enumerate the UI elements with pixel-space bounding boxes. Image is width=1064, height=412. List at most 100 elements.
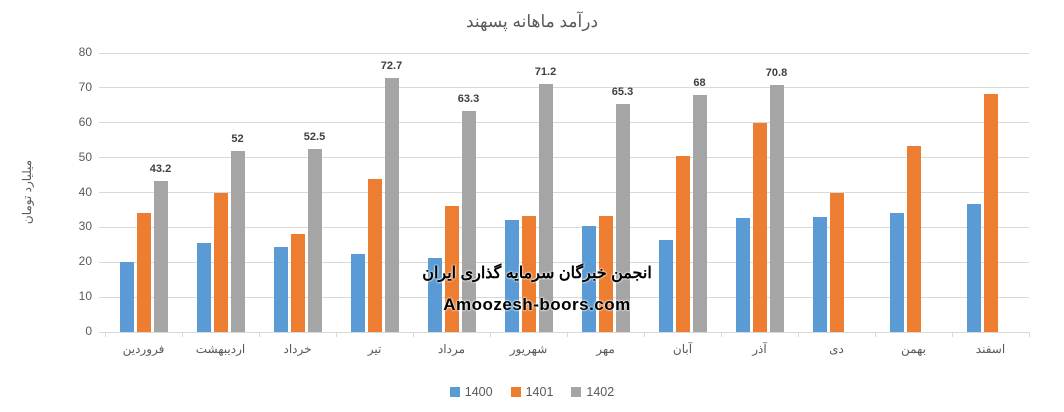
x-tick-mark xyxy=(1029,332,1030,337)
x-tick-mark xyxy=(721,332,722,337)
watermark-site-url: Amoozesh-boors.com xyxy=(443,295,631,314)
bar-1401-مرداد[interactable] xyxy=(444,206,459,332)
y-tick-label-20: 20 xyxy=(78,254,92,269)
bar-1400-تیر[interactable] xyxy=(350,254,365,332)
legend-label-1402: 1402 xyxy=(586,385,615,399)
x-label-دی: دی xyxy=(829,342,844,356)
gridline-y-70 xyxy=(105,87,1029,89)
chart-legend: 1400 1401 1402 xyxy=(0,385,1064,399)
x-label-تیر: تیر xyxy=(367,342,382,356)
x-label-آذر: آذر xyxy=(752,342,767,356)
bar-1400-خرداد[interactable] xyxy=(273,246,288,332)
bar-1402-آبان[interactable] xyxy=(692,94,707,332)
x-tick-mark xyxy=(952,332,953,337)
data-label-1402-آذر: 70.8 xyxy=(765,67,788,80)
x-label-اسفند: اسفند xyxy=(975,342,1006,356)
y-tick-mark xyxy=(99,226,105,228)
bar-1401-اردیبهشت[interactable] xyxy=(213,192,228,332)
data-label-1402-شهریور: 71.2 xyxy=(534,65,557,78)
bar-1401-شهریور[interactable] xyxy=(521,216,536,332)
x-tick-mark xyxy=(875,332,876,337)
x-label-اردیبهشت: اردیبهشت xyxy=(195,342,246,356)
bar-1400-بهمن[interactable] xyxy=(889,213,904,332)
y-tick-label-40: 40 xyxy=(78,184,92,199)
gridline-y-60 xyxy=(105,122,1029,124)
x-tick-mark xyxy=(259,332,260,337)
bar-1402-شهریور[interactable] xyxy=(538,83,553,332)
y-tick-mark xyxy=(99,157,105,159)
bar-1402-فروردین[interactable] xyxy=(153,181,168,332)
y-tick-mark xyxy=(99,87,105,89)
legend-swatch-1401 xyxy=(510,387,521,397)
x-label-فروردین: فروردین xyxy=(122,342,165,356)
gridline-y-50 xyxy=(105,157,1029,159)
gridline-y-30 xyxy=(105,226,1029,228)
bar-1401-اسفند[interactable] xyxy=(983,94,998,332)
bar-1402-تیر[interactable] xyxy=(384,78,399,332)
data-label-1402-خرداد: 52.5 xyxy=(303,130,326,143)
bar-1402-آذر[interactable] xyxy=(769,85,784,332)
x-label-بهمن: بهمن xyxy=(901,342,926,356)
gridline-y-40 xyxy=(105,192,1029,193)
chart-title: درآمد ماهانه پسهند xyxy=(465,12,599,31)
x-label-خرداد: خرداد xyxy=(283,342,312,356)
bar-1401-فروردین[interactable] xyxy=(136,213,151,332)
y-tick-label-50: 50 xyxy=(78,149,92,164)
y-tick-mark xyxy=(99,261,105,263)
x-tick-mark xyxy=(182,332,183,337)
bar-1400-شهریور[interactable] xyxy=(504,220,519,332)
x-tick-mark xyxy=(490,332,491,337)
legend-item-1401[interactable]: 1401 xyxy=(510,385,554,399)
bar-1400-مهر[interactable] xyxy=(581,225,596,332)
data-label-1402-مهر: 65.3 xyxy=(611,86,634,99)
x-label-مهر: مهر xyxy=(596,342,615,356)
legend-label-1400: 1400 xyxy=(464,385,493,399)
bar-1400-آذر[interactable] xyxy=(735,217,750,332)
y-axis-title: میلیارد تومان xyxy=(20,159,34,225)
x-tick-mark xyxy=(798,332,799,337)
x-tick-mark xyxy=(105,332,106,337)
legend-item-1402[interactable]: 1402 xyxy=(571,385,614,399)
data-label-1402-تیر: 72.7 xyxy=(380,60,403,73)
x-label-آبان: آبان xyxy=(672,342,693,356)
y-tick-label-10: 10 xyxy=(78,289,92,304)
legend-item-1400[interactable]: 1400 xyxy=(449,385,493,399)
gridline-y-80 xyxy=(105,52,1029,54)
gridline-y-20 xyxy=(105,261,1029,263)
y-tick-label-0: 0 xyxy=(85,324,92,338)
bar-1401-بهمن[interactable] xyxy=(906,146,921,332)
bar-1401-آبان[interactable] xyxy=(675,155,690,332)
x-tick-mark xyxy=(413,332,414,337)
gridline-y-10 xyxy=(105,296,1029,298)
x-tick-mark xyxy=(644,332,645,337)
x-tick-mark xyxy=(336,332,337,337)
bar-1400-دی[interactable] xyxy=(812,216,827,332)
bar-1401-مهر[interactable] xyxy=(598,215,613,332)
y-tick-label-70: 70 xyxy=(78,79,92,94)
bar-1401-خرداد[interactable] xyxy=(290,234,305,332)
y-tick-mark xyxy=(99,122,105,124)
legend-swatch-1402 xyxy=(571,387,582,397)
bar-1400-فروردین[interactable] xyxy=(119,262,134,332)
bar-1401-دی[interactable] xyxy=(829,192,844,332)
bar-1400-اردیبهشت[interactable] xyxy=(196,243,211,332)
bar-1402-اردیبهشت[interactable] xyxy=(230,150,245,332)
bar-1402-مرداد[interactable] xyxy=(461,111,476,332)
bar-1400-آبان[interactable] xyxy=(658,239,673,332)
y-tick-mark xyxy=(99,296,105,298)
bar-1400-مرداد[interactable] xyxy=(427,257,442,332)
data-label-1402-آبان: 68 xyxy=(693,76,706,89)
y-tick-mark xyxy=(99,331,105,333)
bar-1402-خرداد[interactable] xyxy=(307,148,322,332)
legend-label-1401: 1401 xyxy=(525,385,554,399)
legend-swatch-1400 xyxy=(449,387,460,397)
bar-1402-مهر[interactable] xyxy=(615,104,630,332)
y-tick-mark xyxy=(99,192,105,193)
bar-1400-اسفند[interactable] xyxy=(966,204,981,332)
y-tick-label-30: 30 xyxy=(78,219,92,234)
bar-1401-تیر[interactable] xyxy=(367,178,382,332)
y-tick-label-80: 80 xyxy=(78,45,92,59)
bar-1401-آذر[interactable] xyxy=(752,122,767,332)
y-tick-label-60: 60 xyxy=(78,114,92,129)
